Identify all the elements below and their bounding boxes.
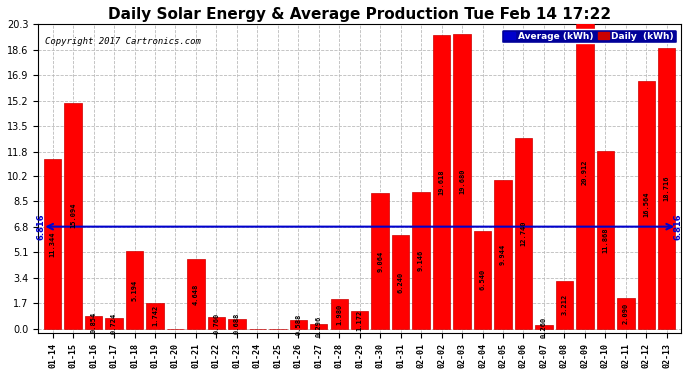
Text: 0.724: 0.724	[111, 313, 117, 334]
Text: 19.618: 19.618	[439, 169, 444, 195]
Text: 16.564: 16.564	[643, 192, 649, 217]
Text: 1.172: 1.172	[357, 309, 363, 331]
Text: 11.868: 11.868	[602, 227, 609, 253]
Text: 9.064: 9.064	[377, 250, 383, 272]
Bar	[106, 318, 123, 329]
Text: 9.944: 9.944	[500, 244, 506, 265]
Bar	[453, 34, 471, 329]
Bar	[433, 35, 451, 329]
Text: 9.146: 9.146	[418, 250, 424, 271]
Bar	[555, 280, 573, 329]
Bar	[658, 48, 676, 329]
Text: 11.344: 11.344	[50, 231, 56, 256]
Text: 0.854: 0.854	[90, 312, 97, 333]
Bar	[617, 297, 635, 329]
Bar	[331, 299, 348, 329]
Bar	[494, 180, 512, 329]
Text: 18.716: 18.716	[664, 176, 670, 201]
Text: 12.740: 12.740	[520, 220, 526, 246]
Text: 0.760: 0.760	[213, 312, 219, 334]
Bar	[64, 102, 82, 329]
Bar	[126, 251, 144, 329]
Bar	[187, 259, 205, 329]
Bar	[351, 311, 368, 329]
Bar	[597, 151, 614, 329]
Text: 0.588: 0.588	[295, 314, 302, 335]
Text: 15.094: 15.094	[70, 203, 76, 228]
Bar	[208, 318, 225, 329]
Bar	[290, 320, 307, 329]
Text: 6.816: 6.816	[37, 213, 46, 240]
Bar	[85, 316, 102, 329]
Bar	[474, 231, 491, 329]
Text: 2.090: 2.090	[623, 303, 629, 324]
Text: 0.688: 0.688	[234, 313, 240, 334]
Bar	[638, 81, 655, 329]
Bar	[413, 192, 430, 329]
Bar	[310, 324, 328, 329]
Text: 1.980: 1.980	[336, 303, 342, 325]
Text: 3.212: 3.212	[562, 294, 567, 315]
Text: 6.240: 6.240	[397, 272, 404, 292]
Text: 20.912: 20.912	[582, 159, 588, 185]
Bar	[371, 193, 389, 329]
Bar	[228, 318, 246, 329]
Bar	[44, 159, 61, 329]
Text: Copyright 2017 Cartronics.com: Copyright 2017 Cartronics.com	[45, 37, 201, 46]
Text: 4.648: 4.648	[193, 284, 199, 304]
Bar	[146, 303, 164, 329]
Bar	[392, 235, 409, 329]
Text: 6.816: 6.816	[673, 213, 682, 240]
Title: Daily Solar Energy & Average Production Tue Feb 14 17:22: Daily Solar Energy & Average Production …	[108, 7, 611, 22]
Bar	[535, 325, 553, 329]
Text: 19.680: 19.680	[459, 169, 465, 194]
Legend: Average (kWh), Daily  (kWh): Average (kWh), Daily (kWh)	[502, 29, 677, 44]
Text: 1.742: 1.742	[152, 305, 158, 326]
Bar	[576, 15, 593, 329]
Text: 6.540: 6.540	[480, 269, 486, 290]
Text: 0.296: 0.296	[316, 316, 322, 337]
Bar	[515, 138, 532, 329]
Text: 0.260: 0.260	[541, 316, 547, 338]
Text: 5.194: 5.194	[132, 279, 137, 300]
